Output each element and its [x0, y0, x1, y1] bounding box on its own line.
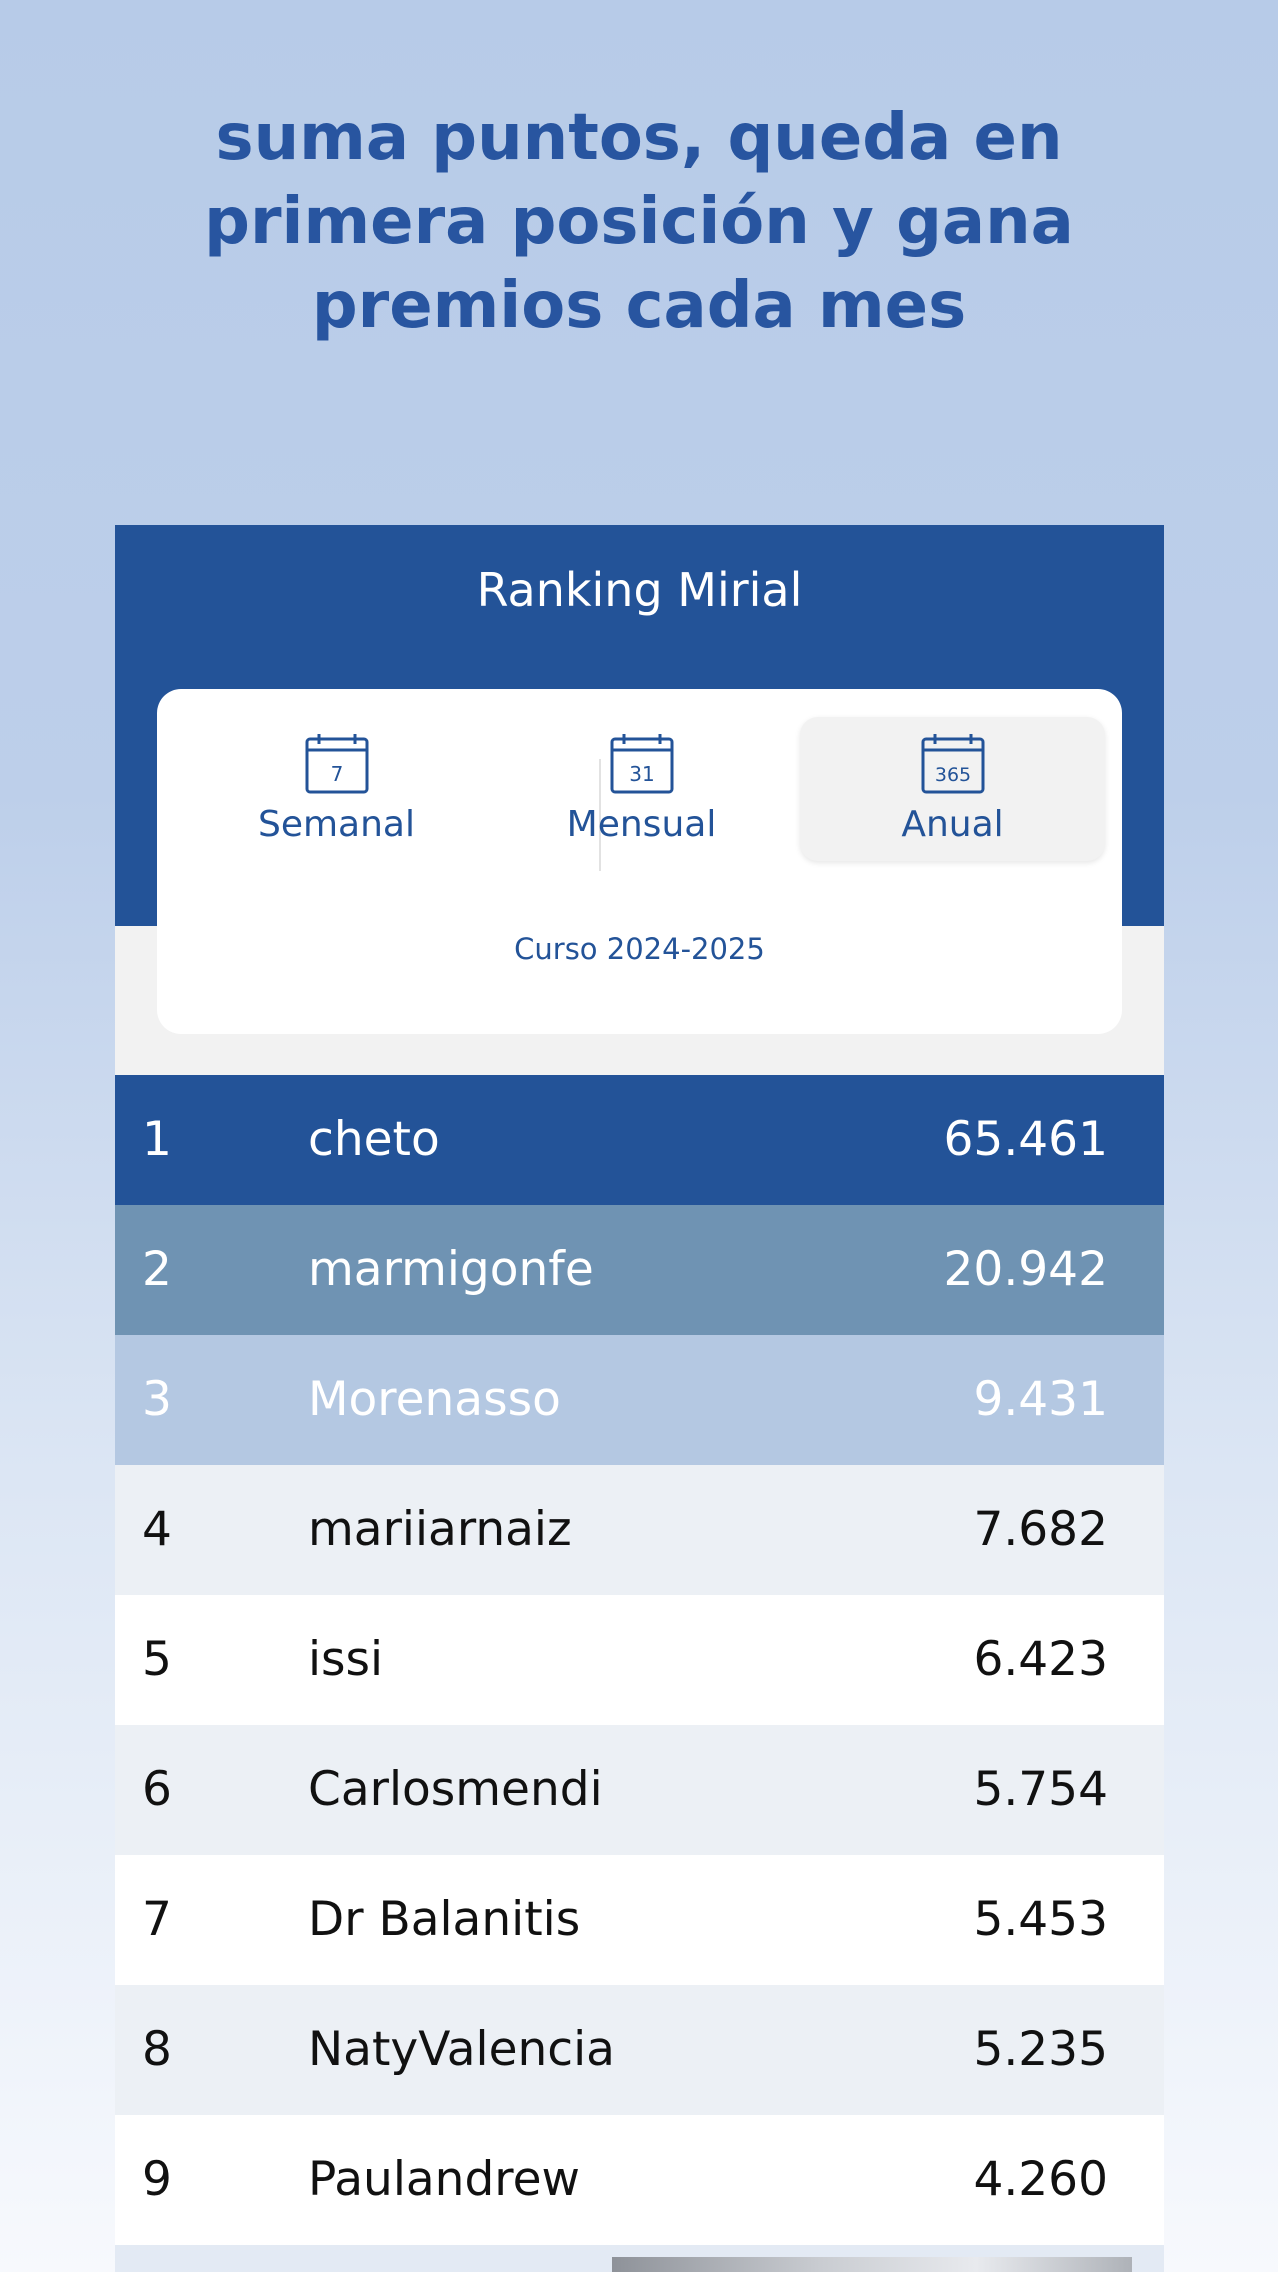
- rank-points: 9.431: [973, 1372, 1108, 1427]
- ranking-row[interactable]: 2 marmigonfe 20.942: [115, 1205, 1164, 1335]
- ranking-row[interactable]: 3 Morenasso 9.431: [115, 1335, 1164, 1465]
- rank-username: cheto: [308, 1112, 440, 1167]
- rank-username: Morenasso: [308, 1372, 561, 1427]
- ranking-row[interactable]: 7 Dr Balanitis 5.453: [115, 1855, 1164, 1985]
- rank-username: NatyValencia: [308, 2022, 615, 2077]
- rank-points: 7.682: [973, 1502, 1108, 1557]
- rank-position: 3: [142, 1372, 172, 1427]
- period-selector: 7 Semanal 31 Mensual: [157, 689, 1122, 1034]
- rank-points: 20.942: [943, 1242, 1108, 1297]
- ranking-row[interactable]: 4 mariiarnaiz 7.682: [115, 1465, 1164, 1595]
- tab-mensual[interactable]: 31 Mensual: [489, 717, 794, 861]
- promo-image-strip: [115, 2245, 1164, 2272]
- calendar-number: 31: [629, 762, 654, 786]
- rank-position: 5: [142, 1632, 172, 1687]
- tab-anual[interactable]: 365 Anual: [800, 717, 1105, 861]
- rank-position: 9: [142, 2152, 172, 2207]
- ranking-title: Ranking Mirial: [476, 563, 803, 617]
- rank-points: 4.260: [973, 2152, 1108, 2207]
- rank-points: 5.754: [973, 1762, 1108, 1817]
- calendar-number: 365: [934, 764, 970, 786]
- tab-semanal[interactable]: 7 Semanal: [184, 717, 489, 861]
- ranking-list: 1 cheto 65.461 2 marmigonfe 20.942 3 Mor…: [115, 1075, 1164, 2272]
- rank-points: 5.235: [973, 2022, 1108, 2077]
- rank-username: Paulandrew: [308, 2152, 580, 2207]
- tab-label: Semanal: [257, 804, 415, 845]
- rank-position: 8: [142, 2022, 172, 2077]
- tab-label: Anual: [901, 804, 1004, 845]
- ranking-row[interactable]: 6 Carlosmendi 5.754: [115, 1725, 1164, 1855]
- rank-position: 1: [142, 1112, 172, 1167]
- rank-username: Dr Balanitis: [308, 1892, 581, 1947]
- calendar-number: 7: [330, 762, 343, 786]
- tab-divider: [599, 759, 601, 871]
- rank-position: 7: [142, 1892, 172, 1947]
- rank-username: mariiarnaiz: [308, 1502, 572, 1557]
- rank-points: 5.453: [973, 1892, 1108, 1947]
- rank-username: Carlosmendi: [308, 1762, 603, 1817]
- ranking-card: Ranking Mirial 7 Semanal: [115, 525, 1164, 2272]
- rank-position: 2: [142, 1242, 172, 1297]
- promo-photo: [612, 2257, 1132, 2272]
- rank-position: 6: [142, 1762, 172, 1817]
- ranking-row[interactable]: 5 issi 6.423: [115, 1595, 1164, 1725]
- tab-label: Mensual: [566, 804, 717, 845]
- ranking-row[interactable]: 8 NatyValencia 5.235: [115, 1985, 1164, 2115]
- ranking-row[interactable]: 1 cheto 65.461: [115, 1075, 1164, 1205]
- rank-username: marmigonfe: [308, 1242, 594, 1297]
- calendar-icon: 7: [304, 733, 370, 795]
- rank-points: 6.423: [973, 1632, 1108, 1687]
- calendar-icon: 365: [920, 733, 986, 795]
- rank-points: 65.461: [943, 1112, 1108, 1167]
- rank-username: issi: [308, 1632, 384, 1687]
- course-label: Curso 2024-2025: [514, 932, 765, 966]
- calendar-icon: 31: [609, 733, 675, 795]
- rank-position: 4: [142, 1502, 172, 1557]
- ranking-row[interactable]: 9 Paulandrew 4.260: [115, 2115, 1164, 2245]
- promo-headline: suma puntos, queda en primera posición y…: [204, 101, 1074, 343]
